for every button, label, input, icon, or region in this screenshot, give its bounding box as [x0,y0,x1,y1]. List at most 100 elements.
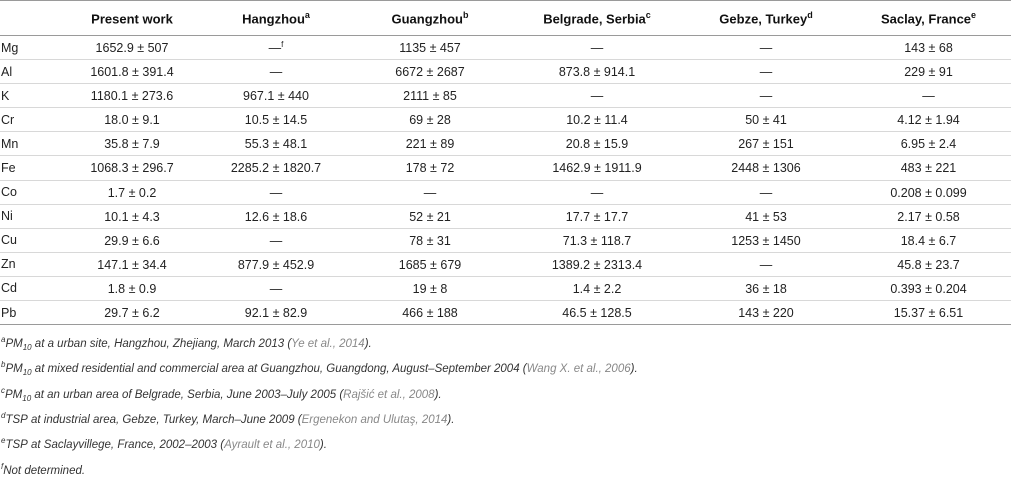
cell-value: 19 ± 8 [412,282,448,297]
cell-value: 15.37 ± 6.51 [893,306,964,321]
cell-value: 52 ± 21 [409,209,451,224]
table-cell: 1389.2 ± 2313.4 [508,252,686,277]
footnote-reference[interactable]: Ye et al., 2014 [291,337,365,350]
column-header-label: Guangzhou [391,11,464,27]
table-cell: 1601.8 ± 391.4 [64,59,200,85]
table-cell: 71.3 ± 118.7 [508,228,686,253]
element-name: Pb [0,300,64,326]
table-cell: 267 ± 151 [686,131,846,157]
comparison-table-container: Present work Hangzhoua Guangzhoub Belgrade,… [0,0,1011,326]
footnote-subscript: 10 [22,368,32,378]
cell-value: 967.1 ± 440 [243,89,309,104]
table-cell: 877.9 ± 452.9 [200,252,352,277]
table-cell: 20.8 ± 15.9 [508,131,686,157]
table-cell: 873.8 ± 914.1 [508,59,686,85]
footnote-mark: a [1,335,6,345]
table-cell: 2448 ± 1306 [686,155,846,181]
cell-value: 1253 ± 1450 [731,233,801,248]
cell-value: 483 ± 221 [900,161,957,176]
table-cell: 4.12 ± 1.94 [846,107,1011,133]
cell-value: 1.7 ± 0.2 [107,185,157,200]
cell-value: 221 ± 89 [405,137,455,152]
cell-value: 873.8 ± 914.1 [558,65,636,80]
footnote-suffix: ). [630,363,638,376]
table-cell: 2111 ± 85 [352,83,508,109]
footnote-marker: e [971,9,977,20]
footnote-reference[interactable]: Ayrault et al., 2010 [224,439,320,452]
cell-value: — [590,41,604,56]
table-cell: 147.1 ± 34.4 [64,252,200,277]
footnote-subscript: 10 [22,393,32,403]
table-cell: 1652.9 ± 507 [64,35,200,61]
footnote-prefix: TSP [5,439,28,452]
cell-value: 1.4 ± 2.2 [572,282,622,297]
cell-value: — [759,185,773,200]
table-cell: 143 ± 220 [686,300,846,326]
footnote-text: at Saclayvillege, France, 2002–2003 ( [27,439,225,452]
table-cell: 1253 ± 1450 [686,228,846,253]
table-cell: 52 ± 21 [352,204,508,229]
column-header-label: Belgrade, Serbia [543,11,646,27]
cell-value: 10.5 ± 14.5 [244,113,308,128]
cell-value: 877.9 ± 452.9 [237,257,315,272]
table-cell: 69 ± 28 [352,107,508,133]
table-cell: 29.7 ± 6.2 [64,300,200,326]
cell-value: 147.1 ± 34.4 [97,257,167,272]
footnote-marker: f [281,39,284,49]
element-name: Co [0,180,64,205]
table-row: Mg 1652.9 ± 507 —f 1135 ± 457— —143 ± 68 [0,35,1011,61]
table-cell: — [200,59,352,85]
table-cell: — [686,252,846,277]
table-cell: 15.37 ± 6.51 [846,300,1011,326]
table-cell: 45.8 ± 23.7 [846,252,1011,277]
cell-value: 18.0 ± 9.1 [104,113,160,128]
table-cell: 19 ± 8 [352,276,508,302]
footnote-reference[interactable]: Ergenekon and Ulutaş, 2014 [301,413,448,426]
footnote: cPM10 at an urban area of Belgrade, Serb… [1,382,1011,407]
footnote-marker: a [304,9,310,20]
table-cell: 1.8 ± 0.9 [64,276,200,302]
footnote: aPM10 at a urban site, Hangzhou, Zhejian… [1,331,1011,356]
footnote-text: at a urban site, Hangzhou, Zhejiang, Mar… [31,337,292,350]
table-cell: 0.208 ± 0.099 [846,180,1011,205]
footnote-reference[interactable]: Wang X. et al., 2006 [526,363,631,376]
table-cell: 178 ± 72 [352,155,508,181]
table-row: Fe 1068.3 ± 296.7 2285.2 ± 1820.7 178 ± 72 1… [0,155,1011,181]
cell-value: — [590,185,604,200]
table-cell: — [200,276,352,302]
cell-value: — [268,41,282,56]
cell-value: 178 ± 72 [405,161,455,176]
table-cell: 12.6 ± 18.6 [200,204,352,229]
column-header-element [0,0,64,36]
table-cell: — [508,180,686,205]
cell-value: 36 ± 18 [745,282,787,297]
table-cell: 1.4 ± 2.2 [508,276,686,302]
footnote-text: at an urban area of Belgrade, Serbia, Ju… [31,388,344,401]
footnote: bPM10 at mixed residential and commercia… [1,356,1011,381]
cell-value: 41 ± 53 [745,209,787,224]
element-name: Ni [0,204,64,229]
cell-value: — [759,41,773,56]
table-row: Cu 29.9 ± 6.6 — 78 ± 31 71.3 ± 118.7 1253 ± 1… [0,228,1011,253]
element-name: K [0,83,64,109]
footnote-reference[interactable]: Rajšić et al., 2008 [343,388,435,401]
footnote-suffix: ). [434,388,442,401]
cell-value: 71.3 ± 118.7 [562,233,632,248]
table-row: Cr 18.0 ± 9.1 10.5 ± 14.5 69 ± 28 10.2 ± 11.… [0,107,1011,133]
cell-value: 267 ± 151 [738,137,794,152]
cell-value: 29.9 ± 6.6 [104,233,160,248]
footnote-prefix: TSP [5,413,28,426]
cell-value: 143 ± 68 [904,41,953,56]
column-header: Belgrade, Serbiac [508,0,686,36]
element-name: Cd [0,276,64,302]
cell-value: 18.4 ± 6.7 [900,233,957,248]
column-header-label: Gebze, Turkey [719,11,808,27]
element-name: Fe [0,155,64,181]
table-cell: 1180.1 ± 273.6 [64,83,200,109]
table-cell: 1.7 ± 0.2 [64,180,200,205]
table-cell: 466 ± 188 [352,300,508,326]
cell-value: 35.8 ± 7.9 [104,137,160,152]
column-header: Hangzhoua [200,0,352,36]
comparison-table: Present work Hangzhoua Guangzhoub Belgrade,… [0,0,1011,326]
cell-value: 1685 ± 679 [398,257,462,272]
